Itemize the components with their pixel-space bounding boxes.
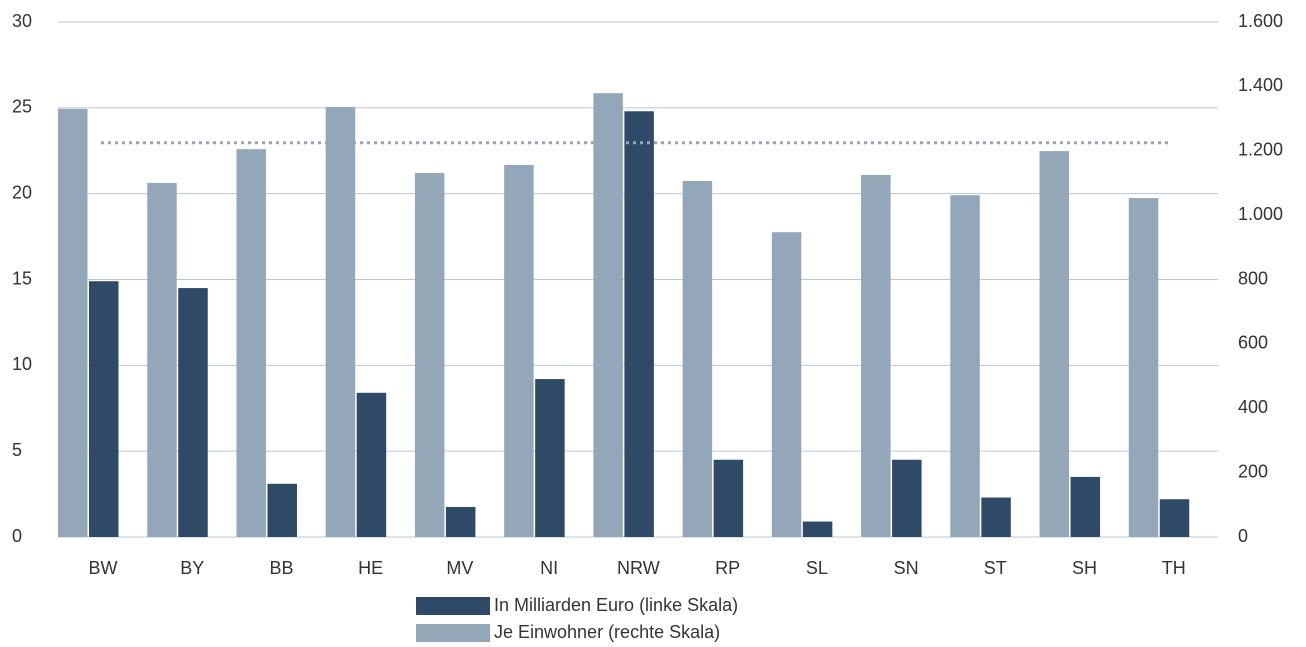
bar (593, 93, 623, 538)
y2-tick-label: 0 (1238, 526, 1248, 546)
bar (504, 164, 534, 537)
y2-tick-label: 1.400 (1238, 75, 1283, 95)
y-tick-label: 25 (12, 97, 32, 117)
y-tick-label: 0 (12, 526, 22, 546)
bar (89, 281, 119, 537)
x-tick-label: SH (1072, 558, 1097, 578)
bar (267, 483, 297, 537)
bar (147, 182, 177, 537)
bar (236, 149, 266, 537)
y2-tick-label: 1.600 (1238, 11, 1283, 31)
bar (1039, 151, 1070, 537)
legend-label: In Milliarden Euro (linke Skala) (494, 595, 738, 615)
bar (325, 106, 356, 537)
bar (802, 521, 833, 537)
y-tick-label: 30 (12, 11, 32, 31)
y-tick-label: 20 (12, 182, 32, 202)
x-tick-label: MV (446, 558, 473, 578)
bar (414, 172, 445, 537)
bar (58, 108, 88, 537)
y2-tick-label: 200 (1238, 461, 1268, 481)
x-tick-label: SN (894, 558, 919, 578)
bar (682, 181, 713, 537)
bar (892, 459, 922, 537)
y2-tick-label: 800 (1238, 268, 1268, 288)
y-tick-label: 15 (12, 268, 32, 288)
x-tick-label: NI (540, 558, 558, 578)
legend-swatch (416, 624, 490, 642)
bar (1159, 499, 1190, 537)
x-tick-label: RP (715, 558, 740, 578)
bar (771, 232, 802, 537)
y-tick-label: 5 (12, 440, 22, 460)
x-tick-label: NRW (617, 558, 660, 578)
x-tick-label: HE (358, 558, 383, 578)
legend-label: Je Einwohner (rechte Skala) (494, 622, 720, 642)
y2-tick-label: 1.000 (1238, 204, 1283, 224)
y2-tick-label: 1.200 (1238, 140, 1283, 160)
bar (535, 379, 565, 537)
y2-tick-label: 600 (1238, 333, 1268, 353)
x-tick-label: TH (1162, 558, 1186, 578)
x-tick-label: ST (984, 558, 1007, 578)
bar (445, 506, 476, 537)
y-tick-label: 10 (12, 354, 32, 374)
bar (1128, 198, 1159, 538)
bar (1070, 476, 1101, 537)
bar (861, 174, 891, 537)
legend-swatch (416, 597, 490, 615)
bar (178, 288, 208, 537)
x-tick-label: BW (89, 558, 118, 578)
bar (981, 497, 1011, 537)
bar (356, 392, 387, 537)
x-tick-label: BY (180, 558, 204, 578)
bar (950, 195, 980, 537)
x-tick-label: BB (269, 558, 293, 578)
bar (624, 111, 654, 538)
bar (713, 459, 744, 537)
x-tick-label: SL (806, 558, 828, 578)
y2-tick-label: 400 (1238, 397, 1268, 417)
